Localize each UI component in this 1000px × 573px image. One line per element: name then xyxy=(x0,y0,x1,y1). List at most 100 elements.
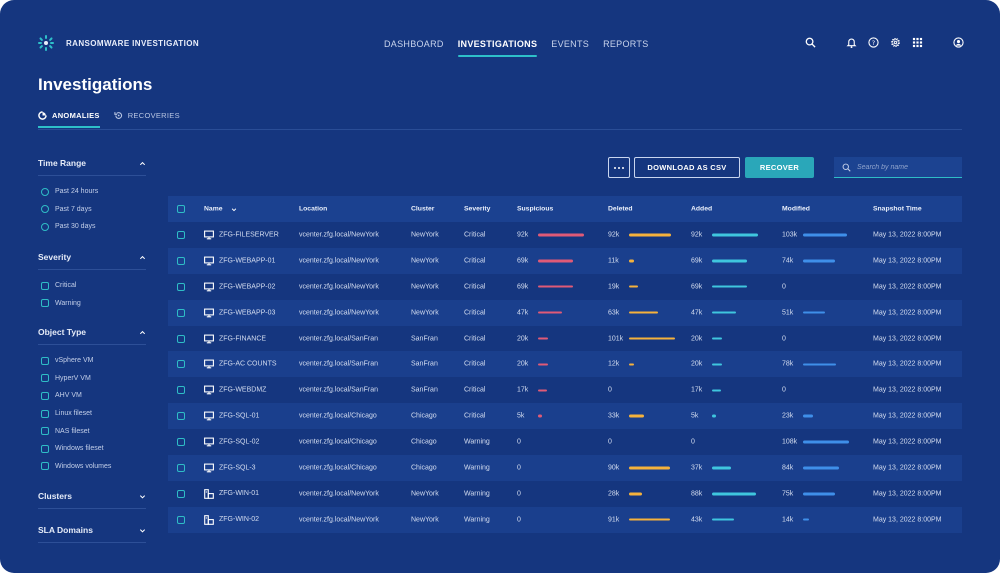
more-options-button[interactable] xyxy=(608,157,630,178)
select-all-checkbox[interactable] xyxy=(177,205,185,213)
filter-option-warning[interactable]: Warning xyxy=(41,295,146,313)
table-row[interactable]: ZFG-WEBAPP-02 vcenter.zfg.local/NewYork Ne… xyxy=(168,274,962,300)
table-row[interactable]: ZFG-SQL-3 vcenter.zfg.local/Chicago Chicag… xyxy=(168,455,962,481)
filter-option-critical[interactable]: Critical xyxy=(41,277,146,295)
app-title: RANSOMWARE INVESTIGATION xyxy=(66,38,200,48)
filter-option-linux-fileset[interactable]: Linux fileset xyxy=(41,405,146,423)
download-csv-button[interactable]: DOWNLOAD AS CSV xyxy=(634,157,740,178)
filter-option-vsphere-vm[interactable]: vSphere VM xyxy=(41,352,146,370)
filter-option-ahv-vm[interactable]: AHV VM xyxy=(41,387,146,405)
checkbox[interactable] xyxy=(41,427,49,436)
column-header-severity[interactable]: Severity xyxy=(464,205,491,213)
column-header-deleted[interactable]: Deleted xyxy=(608,205,633,213)
row-checkbox[interactable] xyxy=(177,489,185,498)
table-row[interactable]: ZFG-WEBDMZ vcenter.zfg.local/SanFran SanFr… xyxy=(168,377,962,403)
row-location: vcenter.zfg.local/SanFran xyxy=(299,360,378,368)
table-row[interactable]: ZFG-WIN-02 vcenter.zfg.local/NewYork NewYo… xyxy=(168,506,962,533)
filter-header-severity[interactable]: Severity xyxy=(38,252,146,270)
radio-button[interactable] xyxy=(41,187,49,196)
row-name[interactable]: ZFG-AC COUNTS xyxy=(204,359,277,369)
nav-investigations[interactable]: INVESTIGATIONS xyxy=(457,39,538,57)
row-checkbox[interactable] xyxy=(177,412,185,421)
filter-option-hyperv-vm[interactable]: HyperV VM xyxy=(41,370,146,388)
row-name[interactable]: ZFG-SQL-01 xyxy=(204,411,259,421)
row-checkbox[interactable] xyxy=(177,463,185,472)
row-name[interactable]: ZFG-SQL-3 xyxy=(204,463,256,473)
nav-events[interactable]: EVENTS xyxy=(551,39,590,49)
row-suspicious-value: 0 xyxy=(517,438,521,446)
row-checkbox[interactable] xyxy=(177,438,185,447)
tab-recoveries[interactable]: RECOVERIES xyxy=(114,111,180,128)
table-row[interactable]: ZFG-AC COUNTS vcenter.zfg.local/SanFran Sa… xyxy=(168,351,962,378)
column-header-cluster[interactable]: Cluster xyxy=(411,205,435,213)
table-row[interactable]: ZFG-SQL-01 vcenter.zfg.local/Chicago Chica… xyxy=(168,403,962,430)
table-row[interactable]: ZFG-WEBAPP-01 vcenter.zfg.local/NewYork Ne… xyxy=(168,247,962,274)
row-name[interactable]: ZFG-WEBDMZ xyxy=(204,385,266,395)
row-name[interactable]: ZFG-FINANCE xyxy=(204,334,266,343)
row-modified-bar xyxy=(803,259,835,263)
filter-header-object-type[interactable]: Object Type xyxy=(38,327,146,345)
filter-option-windows-fileset[interactable]: Windows fileset xyxy=(41,440,146,458)
filter-option-nas-fileset[interactable]: NAS fileset xyxy=(41,422,146,440)
server-icon xyxy=(204,514,214,525)
checkbox[interactable] xyxy=(41,374,49,383)
radio-button[interactable] xyxy=(41,222,49,231)
column-header-added[interactable]: Added xyxy=(691,205,713,213)
table-row[interactable]: ZFG-SQL-02 vcenter.zfg.local/Chicago Chica… xyxy=(168,429,962,455)
row-checkbox[interactable] xyxy=(177,515,185,524)
table-row[interactable]: ZFG-WIN-01 vcenter.zfg.local/NewYork NewYo… xyxy=(168,481,962,507)
checkbox[interactable] xyxy=(41,281,49,290)
row-name[interactable]: ZFG-WIN-02 xyxy=(204,514,259,525)
filter-option-windows-volumes[interactable]: Windows volumes xyxy=(41,458,146,476)
checkbox[interactable] xyxy=(41,356,49,365)
nav-reports[interactable]: REPORTS xyxy=(603,39,649,49)
row-name[interactable]: ZFG-WEBAPP-02 xyxy=(204,282,275,292)
checkbox[interactable] xyxy=(41,299,49,308)
row-checkbox[interactable] xyxy=(177,282,185,291)
search-icon[interactable] xyxy=(805,37,816,48)
checkbox[interactable] xyxy=(41,462,49,471)
radio-button[interactable] xyxy=(41,205,49,214)
filter-header-clusters[interactable]: Clusters xyxy=(38,491,146,509)
filter-option-past-30-days[interactable]: Past 30 days xyxy=(41,218,146,236)
row-name[interactable]: ZFG-WEBAPP-01 xyxy=(204,256,275,266)
brand[interactable]: RANSOMWARE INVESTIGATION xyxy=(38,35,199,51)
column-header-name[interactable]: Name xyxy=(204,206,237,213)
bell-icon[interactable] xyxy=(846,37,857,48)
row-checkbox[interactable] xyxy=(177,334,185,343)
filter-option-past-24-hours[interactable]: Past 24 hours xyxy=(41,183,146,201)
search-input[interactable] xyxy=(857,163,957,171)
row-checkbox[interactable] xyxy=(177,386,185,395)
row-name[interactable]: ZFG-WEBAPP-03 xyxy=(204,308,275,317)
column-header-modified[interactable]: Modified xyxy=(782,205,810,213)
table-row[interactable]: ZFG-FINANCE vcenter.zfg.local/SanFran SanF… xyxy=(168,326,962,352)
checkbox[interactable] xyxy=(41,391,49,400)
filter-header-time-range[interactable]: Time Range xyxy=(38,158,146,176)
user-icon[interactable] xyxy=(953,37,964,48)
row-checkbox[interactable] xyxy=(177,230,185,239)
apps-grid-icon[interactable] xyxy=(912,37,923,48)
tab-anomalies[interactable]: ANOMALIES xyxy=(38,111,100,128)
table-row[interactable]: ZFG-WEBAPP-03 vcenter.zfg.local/NewYork Ne… xyxy=(168,299,962,326)
row-name[interactable]: ZFG-WIN-01 xyxy=(204,488,259,499)
checkbox[interactable] xyxy=(41,409,49,418)
row-snapshot-time: May 13, 2022 8:00PM xyxy=(873,335,942,342)
filter-header-sla-domains[interactable]: SLA Domains xyxy=(38,525,146,543)
gear-icon[interactable] xyxy=(890,37,901,48)
recover-button[interactable]: RECOVER xyxy=(745,157,814,178)
column-header-suspicious[interactable]: Suspicious xyxy=(517,205,554,213)
row-checkbox[interactable] xyxy=(177,360,185,369)
filter-option-past-7-days[interactable]: Past 7 days xyxy=(41,201,146,219)
nav-dashboard[interactable]: DASHBOARD xyxy=(384,39,444,49)
help-icon[interactable]: ? xyxy=(868,37,879,48)
row-name[interactable]: ZFG-FILESERVER xyxy=(204,230,279,240)
sort-desc-icon xyxy=(231,207,236,211)
row-deleted-bar xyxy=(629,233,671,237)
row-checkbox[interactable] xyxy=(177,308,185,317)
column-header-snapshot-time[interactable]: Snapshot Time xyxy=(873,205,922,213)
column-header-location[interactable]: Location xyxy=(299,205,328,213)
table-row[interactable]: ZFG-FILESERVER vcenter.zfg.local/NewYork N… xyxy=(168,222,962,248)
row-name[interactable]: ZFG-SQL-02 xyxy=(204,437,259,447)
checkbox[interactable] xyxy=(41,444,49,453)
row-checkbox[interactable] xyxy=(177,256,185,265)
